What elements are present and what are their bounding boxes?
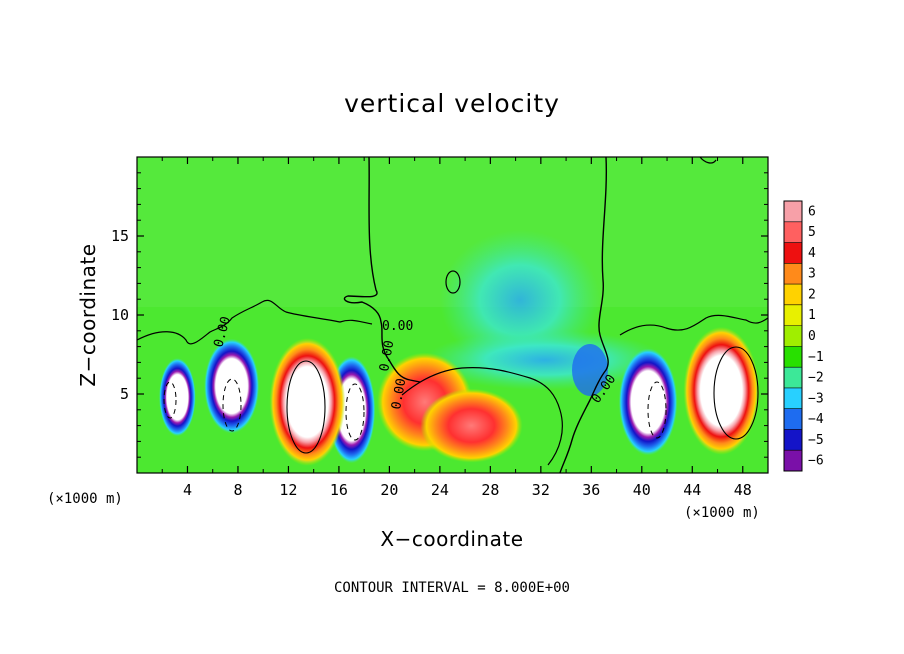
contour-inner [286, 360, 326, 454]
x-tick-label: 40 [633, 481, 651, 499]
colorbar-label: −2 [808, 371, 824, 386]
cell-layer [159, 326, 760, 466]
contour-zero [401, 367, 563, 466]
colorbar-swatch [784, 387, 802, 409]
blue-patch [572, 344, 608, 396]
x-tick-label: 16 [330, 481, 348, 499]
downdraft-cell [420, 388, 523, 463]
contour-label: 0.00 [382, 319, 413, 334]
contour-inner [647, 381, 667, 439]
contour-label-group: 0.00 0.00 0.00 0.00 0.00 [211, 315, 619, 411]
contour-zero [619, 314, 768, 336]
contour-zero [699, 157, 717, 164]
colorbar-swatch [784, 201, 802, 222]
updraft-cell [618, 348, 678, 456]
updraft-cell [204, 338, 260, 434]
colorbar-label: −1 [808, 350, 824, 365]
colorbar-label: 3 [808, 267, 816, 282]
contour-label: 0.00 [377, 339, 397, 372]
colorbar-label: 1 [808, 308, 816, 323]
colorbar: 6 5 4 3 2 1 0 −1 −2 −3 −4 −5 −6 [783, 200, 824, 472]
contour-zero [343, 157, 421, 383]
x-axis-label: X−coordinate [380, 527, 523, 551]
x-tick-label: 8 [233, 481, 242, 499]
y-tick-label: 5 [120, 385, 129, 403]
x-tick-label: 32 [532, 481, 550, 499]
colorbar-label: 0 [808, 329, 816, 344]
colorbar-swatch [784, 367, 802, 388]
colorbar-swatch [784, 325, 802, 347]
colorbar-swatch [784, 429, 802, 451]
colorbar-swatch [784, 263, 802, 285]
colorbar-label: −5 [808, 433, 824, 448]
contour-inner [163, 381, 177, 419]
strong-cell [269, 337, 346, 466]
colorbar-label: 5 [808, 225, 816, 240]
colorbar-label: 6 [808, 204, 816, 219]
colorbar-swatch [784, 346, 802, 368]
contour-zero [445, 270, 461, 294]
contour-inner [345, 383, 365, 441]
contour-zero [137, 299, 373, 345]
x-tick-label: 24 [431, 481, 449, 499]
x-unit-right: (×1000 m) [684, 505, 760, 521]
strong-cell [683, 326, 760, 455]
y-tick-label: 10 [111, 306, 129, 324]
colorbar-label: −4 [808, 412, 824, 427]
x-tick-label: 48 [734, 481, 752, 499]
updraft-cell [159, 358, 196, 437]
y-axis: 5 10 15 [111, 172, 768, 458]
colorbar-swatch [784, 284, 802, 305]
chart-title: vertical velocity [344, 89, 560, 118]
x-axis: 4 8 12 16 20 24 28 32 36 40 44 48 [161, 157, 752, 499]
colorbar-label: 4 [808, 246, 816, 261]
x-tick-label: 4 [183, 481, 192, 499]
colorbar-swatch [784, 242, 802, 264]
plot-area [137, 157, 768, 473]
x-tick-label: 44 [683, 481, 701, 499]
y-axis-label: Z−coordinate [76, 243, 100, 386]
colorbar-label: −6 [808, 454, 824, 469]
contour-zero [559, 157, 609, 473]
colorbar-swatch [784, 221, 802, 243]
y-tick-label: 15 [111, 227, 129, 245]
colorbar-label: −3 [808, 391, 824, 406]
x-tick-label: 20 [380, 481, 398, 499]
colorbar-swatch [784, 408, 802, 430]
contour-inner [713, 346, 759, 440]
contour-inner [222, 378, 242, 432]
contour-label: 0.00 [389, 377, 409, 410]
x-tick-label: 12 [279, 481, 297, 499]
contour-interval-note: CONTOUR INTERVAL = 8.000E+00 [334, 580, 570, 596]
x-tick-label: 36 [582, 481, 600, 499]
colorbar-label: 2 [808, 287, 816, 302]
x-tick-label: 28 [481, 481, 499, 499]
colorbar-swatch [784, 304, 802, 326]
x-unit-left: (×1000 m) [47, 491, 123, 507]
colorbar-swatch [784, 450, 802, 471]
